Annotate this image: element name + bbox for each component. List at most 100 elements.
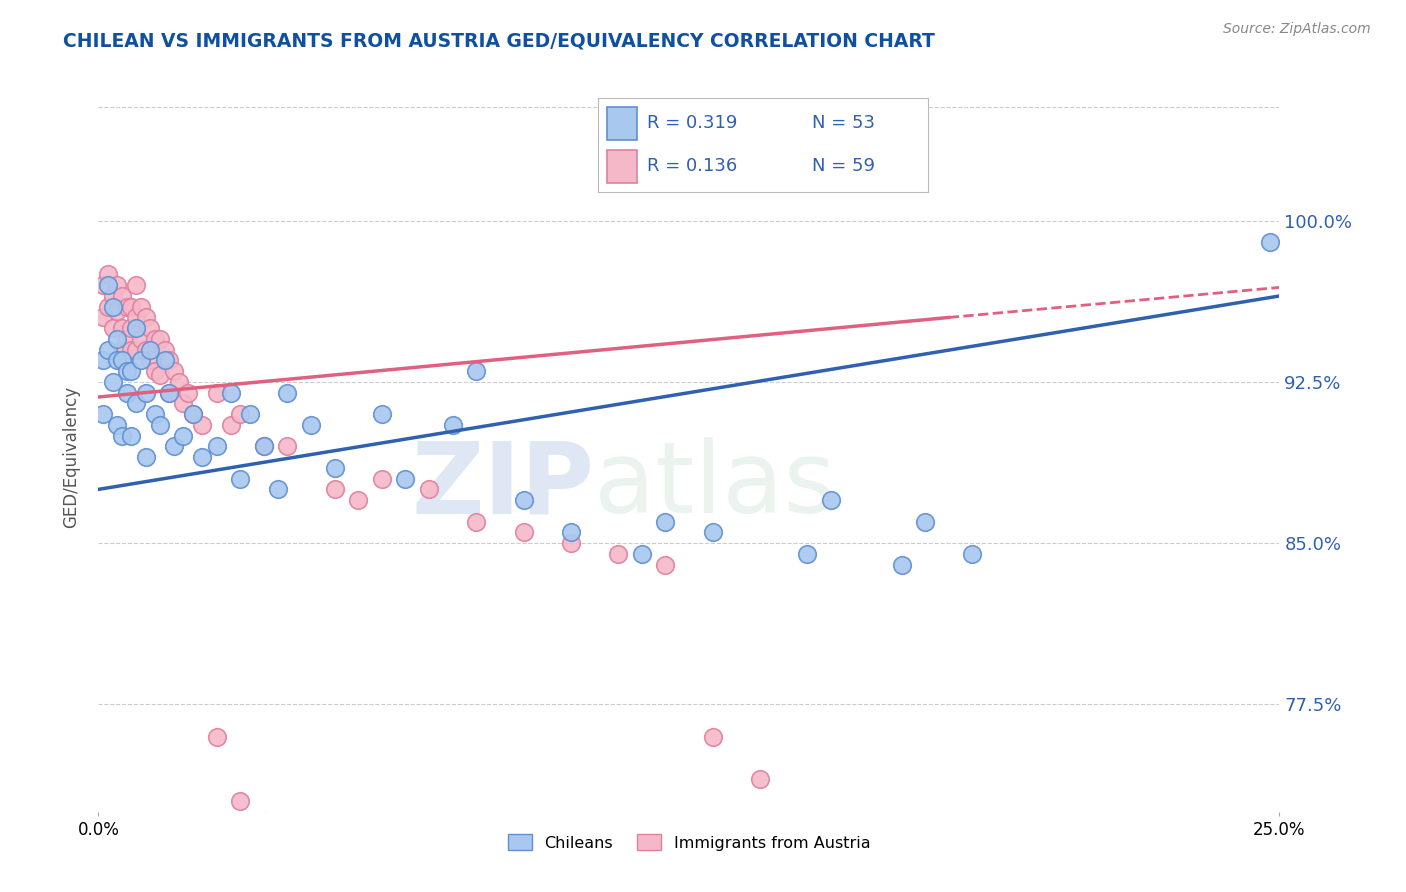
- Point: [607, 547, 630, 561]
- Point: [125, 278, 148, 293]
- Point: [91, 310, 114, 325]
- Text: atlas: atlas: [595, 437, 837, 534]
- Point: [512, 525, 534, 540]
- Point: [97, 278, 120, 293]
- Point: [121, 364, 143, 378]
- Point: [149, 332, 172, 346]
- Text: R = 0.136: R = 0.136: [647, 158, 737, 176]
- Point: [157, 353, 180, 368]
- Point: [129, 332, 152, 346]
- Point: [163, 364, 186, 378]
- Point: [153, 353, 176, 368]
- Point: [229, 472, 252, 486]
- Bar: [607, 150, 637, 184]
- Point: [97, 343, 120, 357]
- Point: [115, 332, 138, 346]
- Point: [97, 268, 120, 282]
- Point: [1258, 235, 1281, 250]
- Point: [143, 364, 166, 378]
- Point: [121, 343, 143, 357]
- Point: [115, 300, 138, 314]
- Point: [101, 300, 124, 314]
- Point: [105, 417, 128, 432]
- Point: [465, 364, 488, 378]
- Point: [276, 385, 298, 400]
- Point: [139, 353, 162, 368]
- Point: [347, 493, 370, 508]
- Point: [97, 300, 120, 314]
- Point: [111, 343, 134, 357]
- Point: [267, 483, 290, 497]
- Point: [163, 439, 186, 453]
- Point: [299, 417, 322, 432]
- Point: [91, 278, 114, 293]
- Bar: [607, 106, 637, 140]
- Text: ZIP: ZIP: [412, 437, 595, 534]
- Point: [125, 396, 148, 410]
- Point: [129, 353, 152, 368]
- Point: [143, 332, 166, 346]
- Point: [796, 547, 818, 561]
- Point: [253, 815, 276, 830]
- Point: [105, 353, 128, 368]
- Point: [418, 483, 440, 497]
- Point: [177, 385, 200, 400]
- Point: [654, 515, 676, 529]
- Point: [149, 417, 172, 432]
- Point: [962, 547, 984, 561]
- Point: [371, 472, 394, 486]
- Point: [157, 385, 180, 400]
- Point: [139, 343, 162, 357]
- Point: [115, 364, 138, 378]
- Point: [229, 407, 252, 421]
- Y-axis label: GED/Equivalency: GED/Equivalency: [62, 386, 80, 528]
- Point: [172, 396, 194, 410]
- Point: [105, 332, 128, 346]
- Point: [560, 525, 582, 540]
- Point: [191, 450, 214, 465]
- Point: [172, 428, 194, 442]
- Point: [91, 353, 114, 368]
- Text: CHILEAN VS IMMIGRANTS FROM AUSTRIA GED/EQUIVALENCY CORRELATION CHART: CHILEAN VS IMMIGRANTS FROM AUSTRIA GED/E…: [63, 31, 935, 50]
- Point: [820, 493, 842, 508]
- Point: [143, 407, 166, 421]
- Point: [157, 385, 180, 400]
- Point: [205, 439, 228, 453]
- Point: [121, 300, 143, 314]
- Point: [465, 515, 488, 529]
- Point: [914, 515, 936, 529]
- Point: [748, 772, 770, 787]
- Text: N = 53: N = 53: [813, 114, 876, 132]
- Point: [135, 385, 157, 400]
- Point: [125, 321, 148, 335]
- Point: [323, 858, 346, 872]
- Point: [560, 536, 582, 550]
- Point: [191, 417, 214, 432]
- Point: [181, 407, 204, 421]
- Point: [111, 428, 134, 442]
- Point: [115, 385, 138, 400]
- Point: [219, 385, 242, 400]
- Text: R = 0.319: R = 0.319: [647, 114, 738, 132]
- Point: [153, 343, 176, 357]
- Point: [702, 730, 724, 744]
- Point: [125, 310, 148, 325]
- Point: [219, 417, 242, 432]
- Point: [167, 375, 190, 389]
- Point: [253, 439, 276, 453]
- Point: [125, 343, 148, 357]
- Point: [253, 439, 276, 453]
- Point: [394, 472, 416, 486]
- Point: [239, 407, 262, 421]
- Point: [323, 483, 346, 497]
- Point: [105, 278, 128, 293]
- Point: [149, 368, 172, 383]
- Point: [276, 439, 298, 453]
- Point: [205, 730, 228, 744]
- Point: [121, 428, 143, 442]
- Point: [512, 493, 534, 508]
- Point: [129, 300, 152, 314]
- Point: [101, 289, 124, 303]
- Point: [181, 407, 204, 421]
- Point: [135, 310, 157, 325]
